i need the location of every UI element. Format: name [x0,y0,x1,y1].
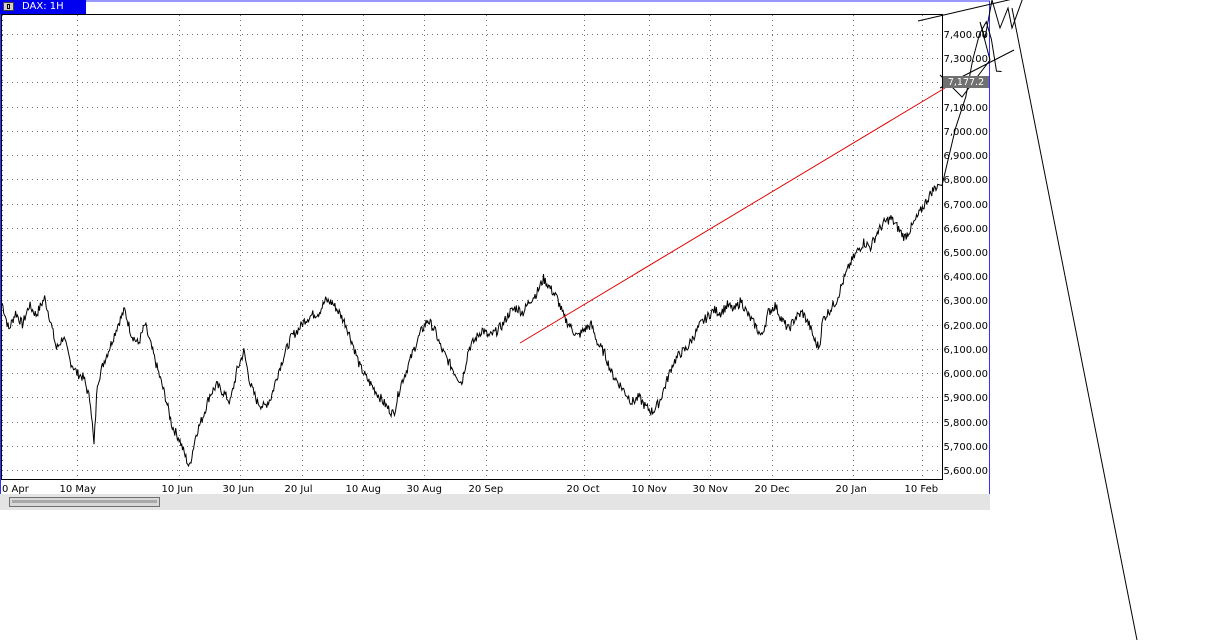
plot-area-border [1,14,943,480]
x-tick-label: 30 Nov [693,484,729,495]
projection-down-line[interactable] [1011,7,1138,640]
y-tick-label: 6,400.00 [943,272,988,283]
scrollbar-thumb[interactable] [9,497,160,507]
x-tick-label: 20 Oct [567,484,600,495]
x-tick-label: 10 Nov [632,484,668,495]
last-price-value: 7,177.2 [948,77,984,88]
y-tick-label: 6,300.00 [943,296,988,307]
y-tick-label: 6,700.00 [943,200,988,211]
y-tick-label: 6,100.00 [943,345,988,356]
x-tick-label: 10 Jun [162,484,194,495]
series-line-dax [1,20,1002,468]
y-tick-label: 5,600.00 [943,466,988,477]
y-tick-label: 5,900.00 [943,393,988,404]
y-tick-label: 6,200.00 [943,321,988,332]
horizontal-scrollbar[interactable] [0,494,990,510]
y-tick-label: 7,100.00 [943,103,988,114]
x-tick-label: 30 Aug [407,484,442,495]
trendline-upper[interactable] [917,0,1030,22]
y-tick-label: 7,300.00 [943,54,988,65]
x-tick-label: 10 May [60,484,97,495]
window-menu-icon[interactable] [3,2,14,11]
y-tick-label: 6,800.00 [943,175,988,186]
x-axis: 0 Apr 10 May 10 Jun 30 Jun 20 Jul 10 Aug 30 Au… [2,484,938,495]
y-tick-label: 6,900.00 [943,151,988,162]
grid [2,15,942,480]
last-price-tag: 7,177.2 [943,76,989,88]
y-tick-label: 6,000.00 [943,369,988,380]
x-tick-label: 20 Dec [755,484,790,495]
x-tick-label: 20 Jul [285,484,313,495]
x-tick-label: 10 Aug [346,484,381,495]
y-tick-label: 7,400.00 [943,30,988,41]
x-tick-label: 20 Jan [836,484,867,495]
y-tick-label: 5,800.00 [943,418,988,429]
x-tick-label: 0 Apr [2,484,30,495]
chart-title: DAX: 1H [22,1,64,12]
x-tick-label: 20 Sep [469,484,504,495]
y-tick-label: 7,000.00 [943,127,988,138]
y-tick-label: 5,700.00 [943,442,988,453]
x-tick-label: 10 Feb [905,484,939,495]
x-tick-label: 30 Jun [223,484,255,495]
y-axis: 5,600.00 5,700.00 5,800.00 5,900.00 6,000.00… [943,30,988,477]
trendline-support[interactable] [519,87,946,344]
y-tick-label: 6,500.00 [943,248,988,259]
chart-window: DAX: 1H 5,600.00 5,700.00 5,800.00 5,900.00… [0,0,1138,640]
chart-title-bar[interactable]: DAX: 1H [0,0,86,14]
y-tick-label: 6,600.00 [943,224,988,235]
